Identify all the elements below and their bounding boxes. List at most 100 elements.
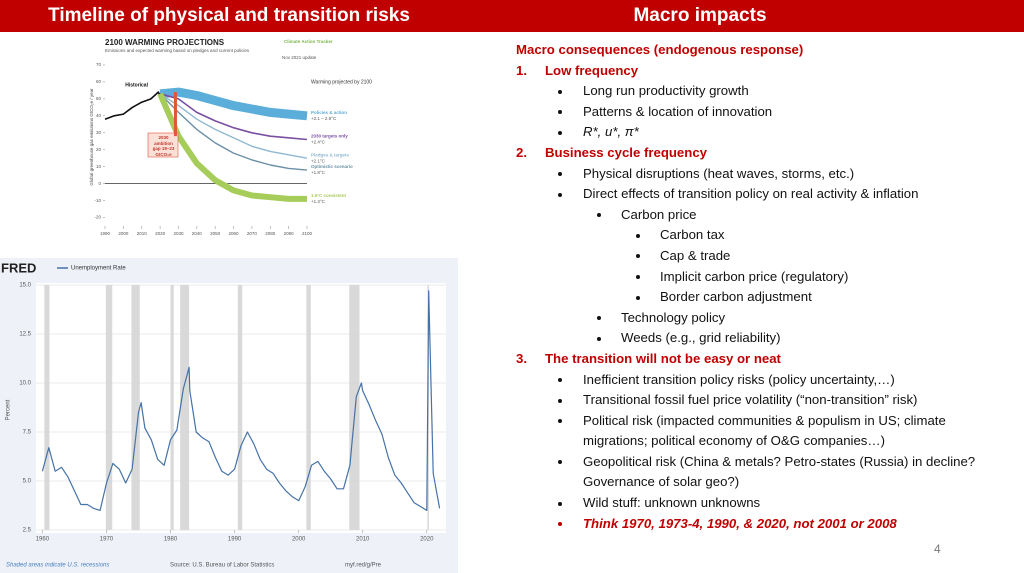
scenario-warming: +1.8°C	[311, 170, 326, 175]
y-tick-label: -10	[94, 198, 101, 203]
bullet-item: Carbon tax	[516, 225, 1012, 246]
fred-logo: FRED	[1, 260, 36, 275]
bullet	[558, 172, 562, 177]
x-tick-label: 2020	[155, 231, 166, 236]
y-tick-label: 12.5	[19, 332, 31, 338]
x-tick-label: 2080	[265, 231, 276, 236]
bullet	[558, 460, 562, 465]
recession-band	[131, 285, 140, 530]
bullet	[558, 110, 562, 115]
bullet-item: Physical disruptions (heat waves, storms…	[516, 164, 1012, 185]
bullet	[558, 192, 562, 197]
y-tick-label: 60	[96, 79, 102, 84]
warming-y-label: Global greenhouse gas emissions GtCO₂e /…	[89, 88, 94, 186]
scenario-warming: +1.3°C	[311, 199, 326, 204]
bullet-text: Carbon price	[621, 206, 697, 222]
x-tick-label: 2000	[118, 231, 129, 236]
warming-subtitle: Emissions and expected warming based on …	[105, 48, 250, 53]
x-tick-label: 2060	[229, 231, 240, 236]
bullet-item: Transitional fossil fuel price volatilit…	[516, 390, 1012, 411]
y-tick-label: 30	[96, 130, 102, 135]
y-tick-label: -20	[94, 215, 101, 220]
scenario-name: 2030 targets only	[311, 134, 348, 139]
bullet-text: Cap & trade	[660, 247, 731, 263]
recession-band	[349, 285, 360, 530]
bullet-text: Think 1970, 1973-4, 1990, & 2020, not 20…	[583, 515, 897, 531]
x-tick-label: 2030	[173, 231, 184, 236]
section-number: 2.	[516, 144, 527, 160]
recession-band	[105, 285, 113, 530]
recession-band	[306, 285, 311, 530]
bullet-text: Political risk (impacted communities & p…	[583, 412, 946, 449]
x-tick-label: 2050	[210, 231, 221, 236]
scenario-warming: +2.1 – 2.9°C	[311, 116, 337, 121]
scenario-name: Pledges & targets	[311, 152, 350, 157]
scenario-name: 1.5°C consistent	[311, 193, 347, 198]
bullet	[558, 130, 562, 135]
bullet-item: Weeds (e.g., grid reliability)	[516, 328, 1012, 349]
section-text: The transition will not be easy or neat	[545, 350, 781, 366]
x-tick-label: 1980	[164, 537, 178, 543]
bullet-item: Geopolitical risk (China & metals? Petro…	[516, 452, 1012, 493]
bullet-text: Carbon tax	[660, 227, 725, 243]
bullet	[597, 316, 601, 321]
bullet-text: Long run productivity growth	[583, 83, 749, 99]
y-tick-label: 10	[96, 164, 102, 169]
scenario-name: Policies & action	[311, 110, 347, 115]
section-text: Low frequency	[545, 62, 639, 78]
series-line	[159, 93, 308, 159]
bullet-item: Political risk (impacted communities & p…	[516, 411, 1012, 452]
x-tick-label: 2070	[247, 231, 258, 236]
y-tick-label: 7.5	[23, 430, 32, 436]
bullet-item: Technology policy	[516, 308, 1012, 329]
recession-band	[44, 285, 50, 530]
page-number: 4	[934, 542, 941, 556]
section-number: 3.	[516, 350, 527, 366]
bullet-text: Border carbon adjustment	[660, 289, 812, 305]
warming-update: Nov 2021 update	[282, 55, 317, 60]
fred-source: Source: U.S. Bureau of Labor Statistics	[170, 563, 274, 569]
bullet-item: R*, u*, π*	[516, 122, 1012, 143]
series-line	[157, 92, 307, 202]
warming-legend-title: Warming projected by 2100	[311, 79, 372, 85]
series-line	[159, 93, 308, 141]
bullet	[636, 275, 640, 280]
macro-heading: Macro consequences (endogenous response)	[516, 42, 804, 57]
bullet	[636, 254, 640, 259]
series-line	[159, 93, 308, 171]
bullet-item: Think 1970, 1973-4, 1990, & 2020, not 20…	[516, 514, 1012, 535]
x-tick-label: 1990	[100, 231, 111, 236]
bullet	[636, 295, 640, 300]
x-tick-label: 1970	[100, 537, 114, 543]
x-tick-label: 2090	[284, 231, 295, 236]
bullet	[558, 378, 562, 382]
section-title: 1. Low frequency	[516, 61, 1012, 82]
section-title: 3. The transition will not be easy or nea…	[516, 349, 1012, 370]
bullet-text: Technology policy	[621, 309, 726, 325]
recession-band	[237, 285, 243, 530]
left-title: Timeline of physical and transition risk…	[48, 5, 410, 26]
right-title: Macro impacts	[633, 5, 767, 26]
bullet	[558, 522, 562, 527]
x-tick-label: 1960	[36, 537, 50, 543]
y-tick-label: 2.5	[23, 528, 32, 534]
series-line	[41, 290, 441, 511]
y-tick-label: 70	[96, 62, 102, 67]
bullet-text: Transitional fossil fuel price volatilit…	[583, 392, 918, 408]
bullet-text: Implicit carbon price (regulatory)	[660, 268, 849, 284]
bullet-item: Border carbon adjustment	[516, 287, 1012, 308]
bullet-item: Long run productivity growth	[516, 81, 1012, 102]
fred-link: myf.red/g/Pre	[345, 563, 382, 569]
x-tick-label: 2010	[137, 231, 148, 236]
scenario-warming: +2.4°C	[311, 140, 326, 145]
section-title: 2. Business cycle frequency	[516, 143, 1012, 164]
y-tick-label: 15.0	[19, 283, 31, 289]
bullet	[558, 501, 562, 506]
bullet-text: Inefficient transition policy risks (pol…	[583, 371, 895, 387]
bullet-item: Patterns & location of innovation	[516, 102, 1012, 123]
bullet	[597, 336, 601, 341]
fred-note: Shaded areas indicate U.S. recessions	[6, 563, 109, 569]
x-tick-label: 2000	[292, 537, 306, 543]
